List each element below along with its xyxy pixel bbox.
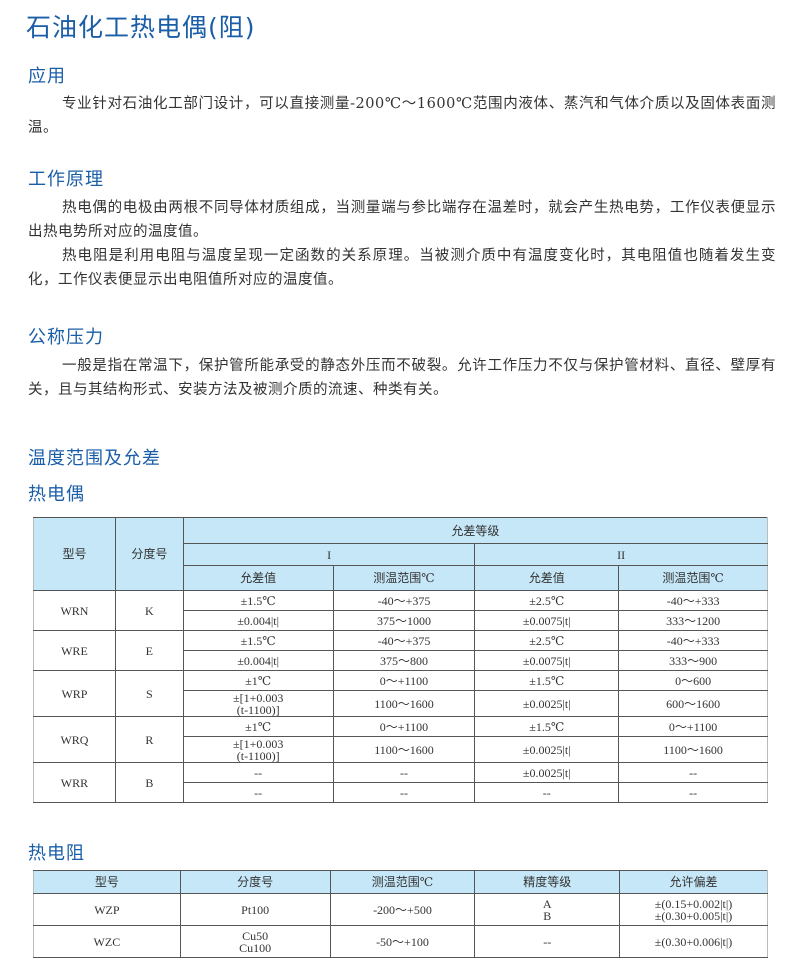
cell-range: -200～+500	[329, 893, 476, 926]
paragraph-principle-2: 热电阻是利用电阻与温度呈现一定函数的关系原理。当被测介质中有温度变化时，其电阻值…	[28, 248, 776, 288]
header-deviation: 允许偏差	[619, 870, 768, 894]
cell-model: WRQ	[33, 716, 116, 763]
cell-model: WRE	[33, 630, 116, 671]
paragraph-application: 专业针对石油化工部门设计，可以直接测量-200℃～1600℃范围内液体、蒸汽和气…	[28, 96, 776, 136]
cell-graduation: Cu50 Cu100	[179, 925, 331, 958]
table-row: WRP S ±1℃ 0～+1100 ±1.5℃ 0～600	[33, 670, 768, 717]
header-tol-1: 允差值	[182, 565, 334, 591]
cell-model: WRR	[33, 762, 116, 803]
cell-range-2: 0～600	[618, 670, 768, 691]
heading-pressure: 公称压力	[28, 327, 104, 348]
cell-model: WZP	[33, 893, 181, 926]
cell-tolerance-1: ±1℃	[182, 716, 334, 737]
cell-range-1: -40～+375	[332, 630, 476, 651]
heading-application: 应用	[28, 66, 66, 87]
cell-graduation: K	[114, 590, 184, 631]
table-row: WRQ R ±1℃ 0～+1100 ±1.5℃ 0～+1100	[33, 716, 768, 763]
cell-tolerance-1: ±1℃	[182, 670, 334, 691]
cell-tolerance-1: ±0.004|t|	[182, 650, 334, 671]
cell-tolerance-1: --	[182, 782, 334, 803]
cell-range-2: -40～+333	[618, 590, 768, 611]
cell-range-1: 1100～1600	[332, 736, 476, 763]
cell-deviation: ±(0.30+0.006|t|)	[619, 925, 768, 958]
cell-tolerance-1: --	[182, 762, 334, 783]
cell-tolerance-2: --	[474, 782, 620, 803]
cell-model: WZC	[33, 925, 181, 958]
cell-range-1: 0～+1100	[332, 716, 476, 737]
paragraph-pressure: 一般是指在常温下，保护管所能承受的静态外压而不破裂。允许工作压力不仅与保护管材料…	[28, 358, 776, 398]
table-row: ±[1+0.003 (t-1100)] 1100～1600 ±0.0025|t| 60…	[34, 690, 768, 717]
header-range: 测温范围℃	[329, 870, 476, 894]
paragraph-principle-1: 热电偶的电极由两根不同导体材质组成，当测量端与参比端存在温差时，就会产生热电势，…	[28, 200, 776, 240]
header-class-2: II	[474, 543, 768, 566]
cell-range-1: 375～800	[332, 650, 476, 671]
cell-range-2: 333～900	[618, 650, 768, 671]
cell-tolerance-2: ±0.0025|t|	[474, 690, 620, 717]
cell-tolerance-2: ±1.5℃	[474, 670, 620, 691]
header-graduation: 分度号	[179, 870, 331, 894]
cell-tolerance-2: ±0.0025|t|	[474, 762, 620, 783]
cell-range-2: 1100～1600	[618, 736, 768, 763]
cell-tolerance-2: ±0.0025|t|	[474, 736, 620, 763]
cell-range-2: 600～1600	[618, 690, 768, 717]
header-accuracy: 精度等级	[474, 870, 621, 894]
cell-range-1: -40～+375	[332, 590, 476, 611]
header-model: 型号	[33, 517, 116, 591]
cell-tolerance-1: ±1.5℃	[182, 590, 334, 611]
cell-tolerance-1: ±1.5℃	[182, 630, 334, 651]
cell-tolerance-2: ±0.0075|t|	[474, 610, 620, 631]
cell-tolerance-2: ±2.5℃	[474, 590, 620, 611]
cell-tolerance-1: ±[1+0.003 (t-1100)]	[182, 736, 334, 763]
table-row: -- -- -- --	[34, 782, 768, 803]
heading-thermocouple: 热电偶	[28, 484, 85, 505]
cell-tolerance-1: ±0.004|t|	[182, 610, 334, 631]
cell-tolerance-2: ±0.0075|t|	[474, 650, 620, 671]
rtd-table: 型号 分度号 测温范围℃ 精度等级 允许偏差 WZP Pt100 -200～+500…	[33, 870, 768, 958]
cell-graduation: E	[114, 630, 184, 671]
cell-graduation: S	[114, 670, 184, 717]
cell-accuracy: --	[474, 925, 621, 958]
header-class-1: I	[182, 543, 476, 566]
table-row: WRE E ±1.5℃ -40～+375 ±2.5℃ -40～+333	[33, 630, 768, 671]
cell-tolerance-2: ±2.5℃	[474, 630, 620, 651]
cell-tolerance-1: ±[1+0.003 (t-1100)]	[182, 690, 334, 717]
cell-range-2: --	[618, 782, 768, 803]
header-graduation: 分度号	[114, 517, 184, 591]
heading-rtd: 热电阻	[28, 843, 85, 864]
cell-range-2: -40～+333	[618, 630, 768, 651]
cell-accuracy: A B	[474, 893, 621, 926]
cell-range-1: 0～+1100	[332, 670, 476, 691]
cell-range-1: --	[332, 762, 476, 783]
heading-principle: 工作原理	[28, 169, 104, 190]
cell-range-2: 333～1200	[618, 610, 768, 631]
heading-temperature-range: 温度范围及允差	[28, 448, 161, 469]
cell-range-1: 1100～1600	[332, 690, 476, 717]
table-row: WRR B -- -- ±0.0025|t| --	[33, 762, 768, 803]
table-row: WZC Cu50 Cu100 -50～+100 -- ±(0.30+0.006|t|)	[33, 925, 768, 958]
table-row: WZP Pt100 -200～+500 A B ±(0.15+0.002|t|) ±(0…	[33, 893, 768, 926]
cell-graduation: Pt100	[179, 893, 331, 926]
header-tol-2: 允差值	[474, 565, 620, 591]
header-range-1: 测温范围℃	[332, 565, 476, 591]
table-row: WRN K ±1.5℃ -40～+375 ±2.5℃ -40～+333	[33, 590, 768, 631]
cell-range-1: 375～1000	[332, 610, 476, 631]
cell-model: WRP	[33, 670, 116, 717]
cell-deviation: ±(0.15+0.002|t|) ±(0.30+0.005|t|)	[619, 893, 768, 926]
cell-range: -50～+100	[329, 925, 476, 958]
header-model: 型号	[33, 870, 181, 894]
cell-range-2: 0～+1100	[618, 716, 768, 737]
page-title: 石油化工热电偶(阻)	[26, 13, 256, 42]
cell-range-2: --	[618, 762, 768, 783]
thermocouple-table: 型号 分度号 允差等级 I II 允差值 测温范围℃ 允差值 测温范围℃ WRN…	[33, 517, 769, 803]
header-range-2: 测温范围℃	[618, 565, 768, 591]
cell-graduation: R	[114, 716, 184, 763]
cell-model: WRN	[33, 590, 116, 631]
cell-graduation: B	[114, 762, 184, 803]
cell-range-1: --	[332, 782, 476, 803]
header-tolerance-class: 允差等级	[182, 517, 769, 544]
cell-tolerance-2: ±1.5℃	[474, 716, 620, 737]
